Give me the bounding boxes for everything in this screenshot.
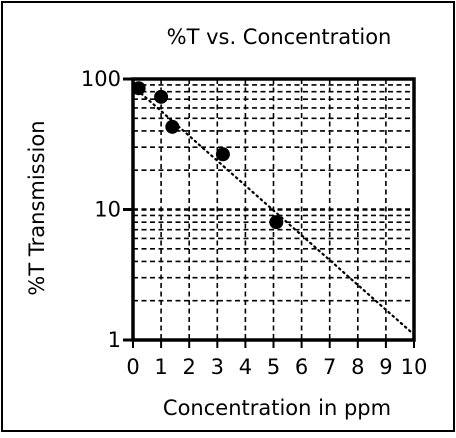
data-point	[131, 81, 146, 96]
data-point	[269, 215, 284, 230]
x-tick-label: 3	[211, 355, 224, 379]
x-tick-label: 8	[351, 355, 364, 379]
x-tick-label: 5	[267, 355, 280, 379]
x-tick-label: 6	[295, 355, 308, 379]
trendline-group	[131, 85, 416, 336]
x-tick-label: 1	[154, 355, 167, 379]
x-tick-label: 9	[379, 355, 392, 379]
y-tick-label: 1	[108, 328, 121, 352]
y-tick-label: 100	[81, 67, 121, 91]
data-point	[215, 147, 230, 162]
x-tick-label: 10	[401, 355, 428, 379]
chart-title: %T vs. Concentration	[167, 25, 392, 49]
y-tick-label: 10	[94, 198, 121, 222]
y-tick-labels: 1 10 100	[81, 67, 133, 352]
x-axis-label: Concentration in ppm	[163, 396, 391, 420]
data-point	[165, 119, 180, 134]
y-axis-label: %T Transmission	[25, 120, 49, 295]
outer-frame	[1, 1, 455, 432]
x-tick-label: 4	[239, 355, 252, 379]
data-point	[154, 89, 169, 104]
x-tick-label: 0	[126, 355, 139, 379]
x-tick-labels: 0 1 2 3 4 5 6 7 8 9 10	[126, 340, 427, 379]
data-points	[131, 81, 284, 230]
trendline	[131, 85, 416, 336]
x-tick-label: 2	[183, 355, 196, 379]
x-tick-label: 7	[323, 355, 336, 379]
